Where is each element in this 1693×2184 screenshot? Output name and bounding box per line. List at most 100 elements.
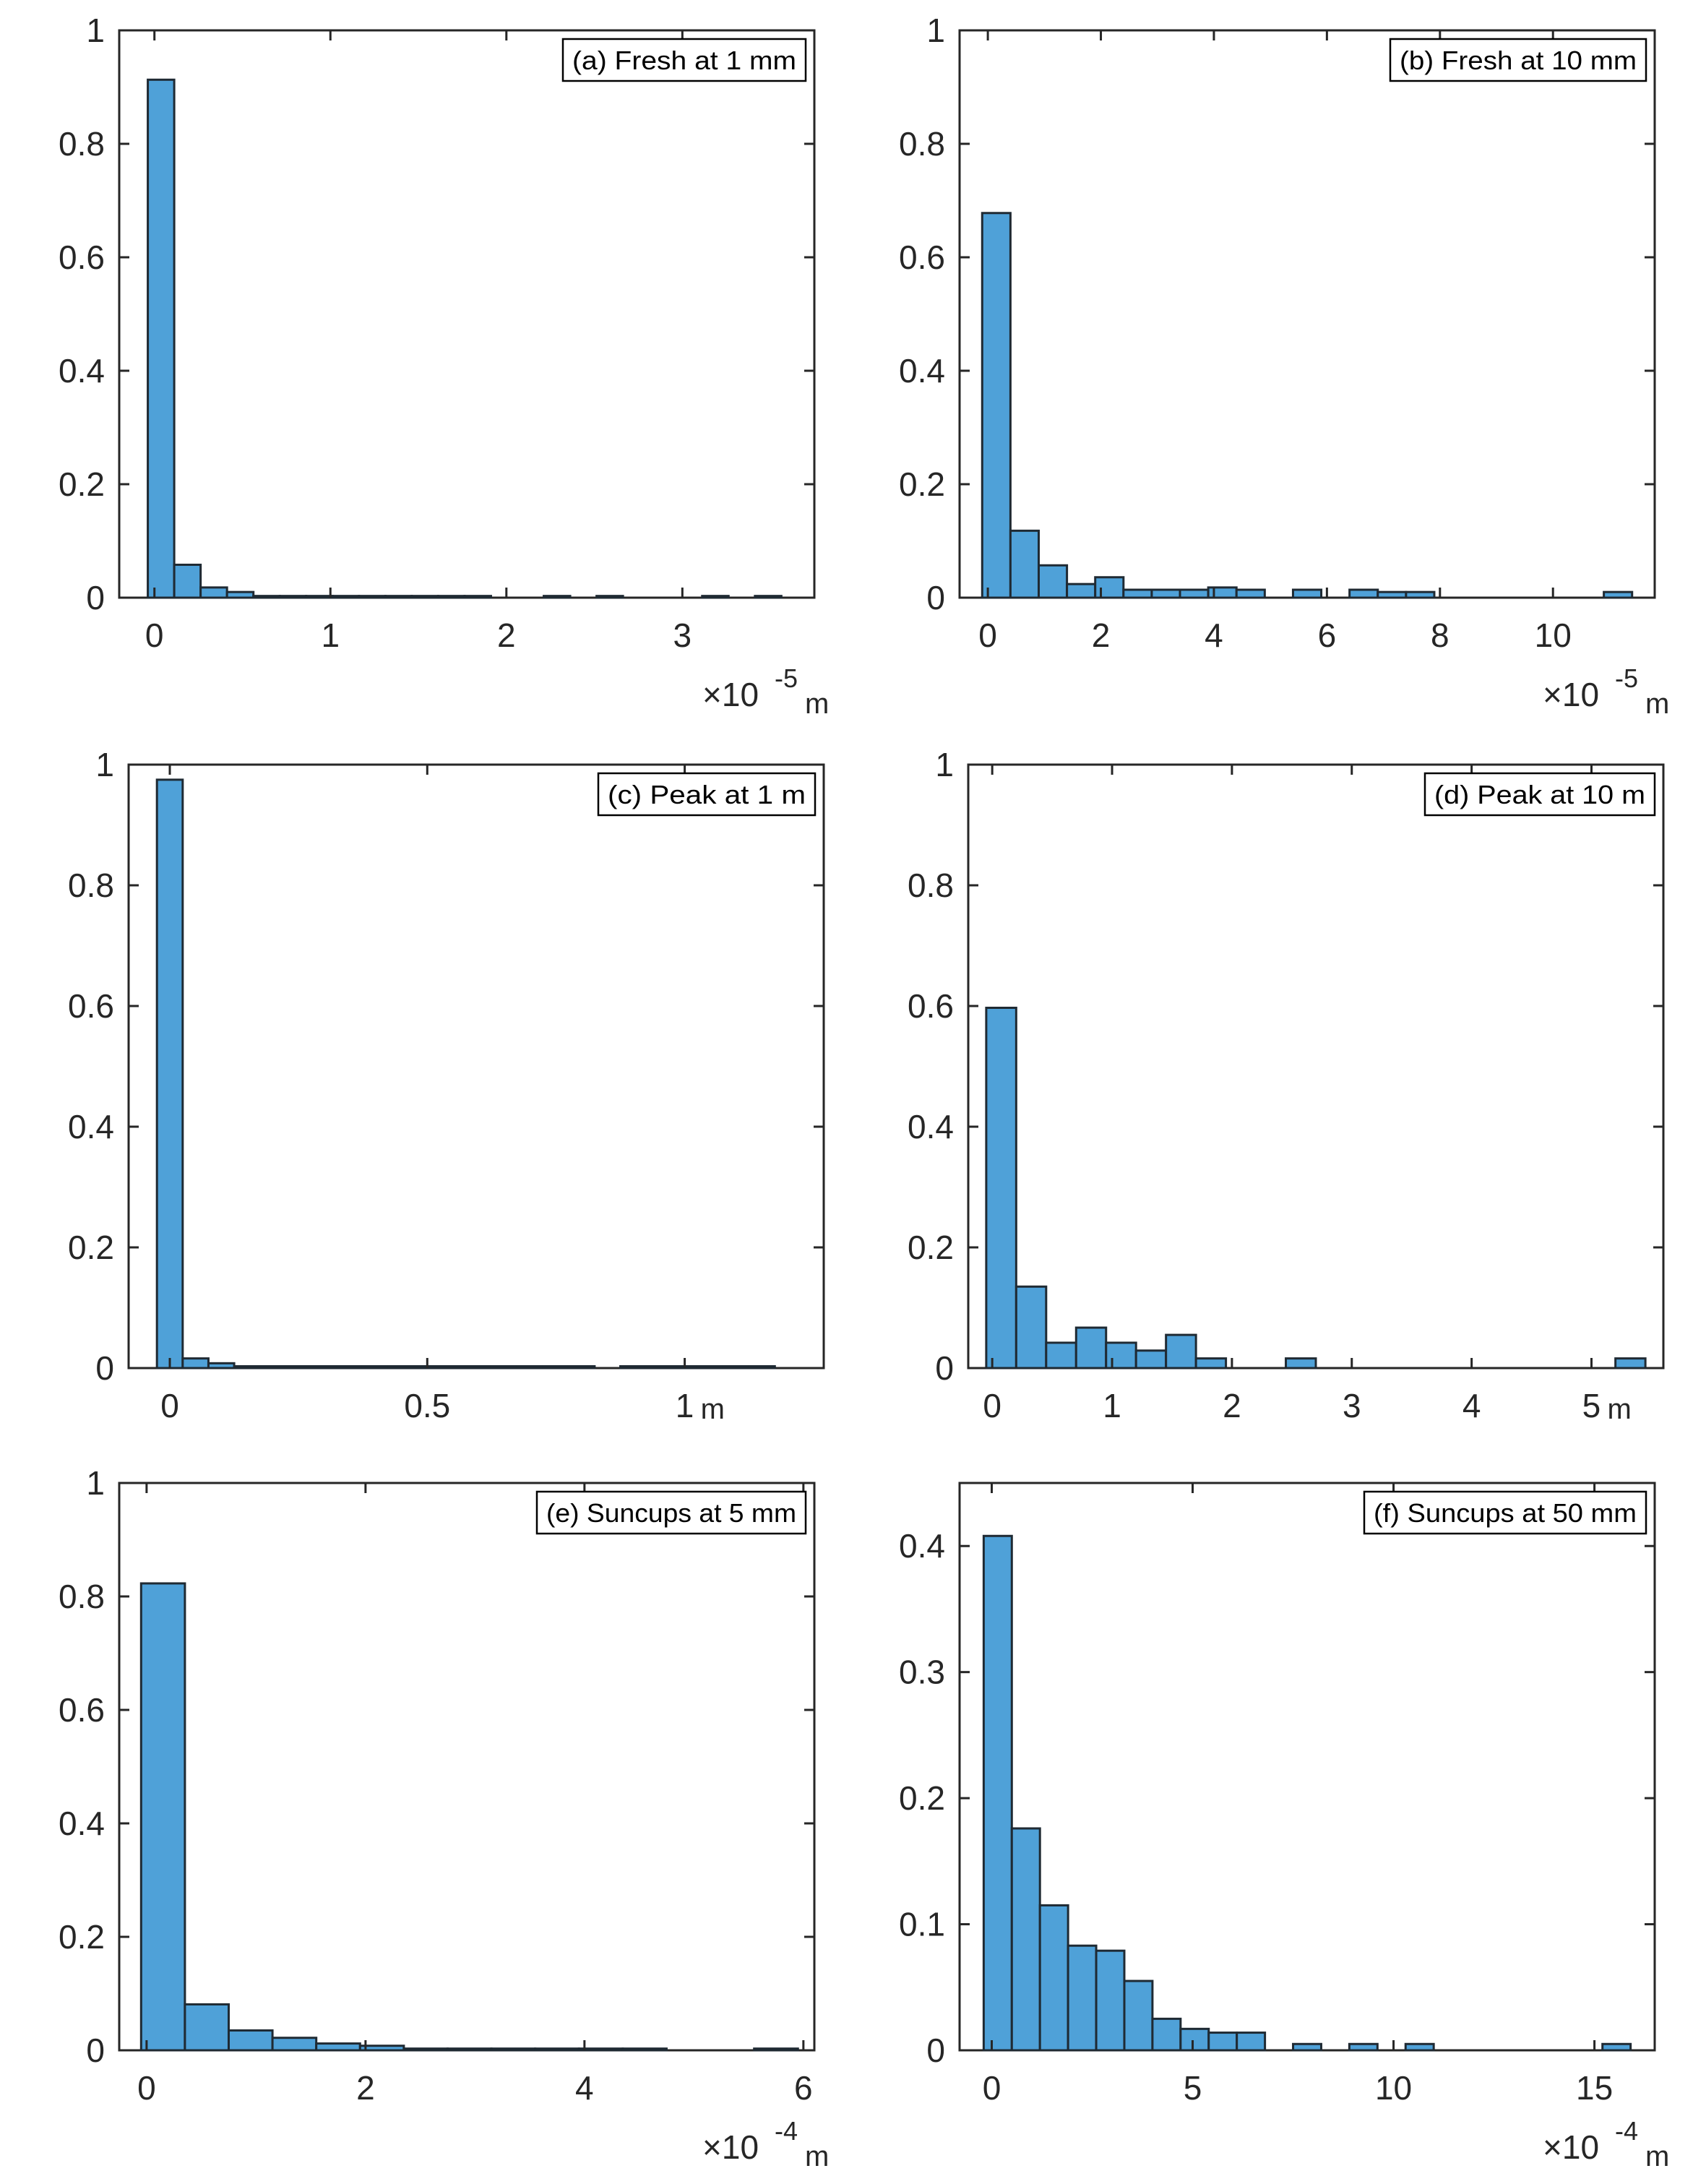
- x-tick-label: 5: [1582, 1387, 1601, 1424]
- y-tick-label: 0.3: [899, 1654, 945, 1691]
- histogram-bar: [1601, 2042, 1632, 2052]
- x-tick-label: 6: [794, 2069, 813, 2107]
- histogram-bar: [336, 1364, 364, 1370]
- histogram-bar: [981, 212, 1012, 599]
- y-tick-label: 0.8: [899, 125, 945, 163]
- x-tick-label: 0: [983, 1387, 1001, 1424]
- histogram-bar: [139, 1582, 186, 2052]
- panel-a: 0 0.2 0.4 0.6 0.8 1 0 1 2 3 ×10 -5m (a) Fresh at 1 m…: [59, 12, 829, 720]
- panel-c: 00.20.40.60.810 0.5 1 m(c) Peak at 1 m: [68, 746, 825, 1425]
- y-tick-label: 1: [86, 1464, 105, 1502]
- histogram-bar: [446, 2047, 493, 2052]
- histogram-bar: [621, 2047, 668, 2052]
- panel-b: 00.20.40.60.810 2 4 6 8 10×10 -5m(b) Fresh at …: [899, 12, 1669, 720]
- histogram-bar: [645, 1364, 673, 1370]
- y-tick-label: 1: [935, 746, 954, 783]
- y-tick-label: 0.2: [68, 1229, 114, 1266]
- x-tick-label: 5: [1184, 2069, 1202, 2107]
- x-tick-label: 4: [1462, 1387, 1481, 1424]
- histogram-bar: [305, 595, 334, 599]
- y-tick-label: 0.2: [59, 1918, 105, 1956]
- y-tick-label: 0.4: [59, 1805, 105, 1842]
- y-tick-label: 0: [935, 1349, 954, 1387]
- histogram-bar: [358, 595, 387, 599]
- y-tick-label: 0.6: [68, 987, 114, 1025]
- histogram-bar: [1285, 1357, 1317, 1370]
- histogram-bar: [1207, 586, 1238, 599]
- histogram-bar: [358, 2045, 405, 2052]
- histogram-bar: [184, 2003, 230, 2052]
- histogram-bar: [227, 2029, 274, 2052]
- histogram-bar: [259, 1364, 287, 1370]
- x-tick-label: 10: [1535, 616, 1572, 654]
- y-tick-label: 0: [95, 1349, 114, 1387]
- legend-label: (a) Fresh at 1 mm: [572, 46, 796, 75]
- x-tick-label: 2: [1223, 1387, 1241, 1424]
- y-tick-label: 0.2: [899, 1779, 945, 1817]
- x-tick-label: 15: [1576, 2069, 1613, 2107]
- histogram-bar: [748, 1364, 776, 1370]
- x-tick-label: 8: [1431, 616, 1449, 654]
- histogram-bar: [1134, 1349, 1168, 1370]
- x-exponent-unit: m: [805, 688, 829, 720]
- y-tick-label: 0.4: [908, 1108, 954, 1145]
- y-tick-label: 0.6: [59, 1691, 105, 1729]
- x-tick-label: 3: [1343, 1387, 1361, 1424]
- histogram-bar: [384, 595, 413, 599]
- histogram-bar: [1074, 1326, 1108, 1370]
- axes-box: [967, 763, 1665, 1370]
- histogram-bar: [1165, 1333, 1197, 1370]
- histogram-bar: [1123, 1979, 1154, 2052]
- histogram-bar: [1095, 1949, 1126, 2052]
- histogram-bar: [542, 1364, 570, 1370]
- histogram-bar: [577, 2047, 624, 2052]
- x-tick-label: 0: [137, 2069, 156, 2107]
- x-tick-label: 10: [1375, 2069, 1412, 2107]
- x-tick-label: 2: [497, 616, 516, 654]
- histogram-bar: [387, 1364, 415, 1370]
- histogram-bar: [1066, 582, 1097, 599]
- y-tick-label: 0.2: [899, 465, 945, 503]
- histogram-bar: [1614, 1357, 1647, 1370]
- histogram-bar: [567, 1364, 596, 1370]
- y-tick-label: 0.1: [899, 1906, 945, 1943]
- histogram-bar: [1179, 2027, 1210, 2052]
- x-tick-label: 3: [673, 616, 692, 654]
- x-tick-label: 0: [978, 616, 997, 654]
- x-unit-label: m: [1607, 1393, 1631, 1425]
- histogram-bar: [402, 2047, 449, 2052]
- histogram-bar: [619, 1364, 647, 1370]
- y-tick-label: 0.6: [899, 238, 945, 276]
- histogram-bar: [147, 78, 176, 599]
- y-tick-label: 0: [926, 2032, 945, 2069]
- histogram-bar: [233, 1364, 262, 1370]
- y-tick-label: 1: [95, 746, 114, 783]
- y-tick-label: 0: [86, 2032, 105, 2069]
- y-tick-label: 0.8: [68, 867, 114, 904]
- histogram-bar: [534, 2047, 580, 2052]
- histogram-bar: [754, 595, 783, 599]
- histogram-bar: [1603, 590, 1634, 599]
- histogram-bar: [436, 595, 466, 599]
- x-tick-label: 1: [321, 616, 340, 654]
- x-unit-label: m: [701, 1393, 725, 1425]
- histogram-bar: [753, 2047, 799, 2052]
- histogram-bar: [985, 1007, 1017, 1370]
- axes-box: [118, 29, 816, 599]
- histogram-bar: [310, 1364, 339, 1370]
- x-exponent-unit: m: [1645, 2141, 1669, 2172]
- histogram-bar: [1404, 2042, 1435, 2052]
- histogram-bar: [284, 1364, 313, 1370]
- y-tick-label: 0.2: [59, 465, 105, 503]
- histogram-bar: [1038, 1904, 1069, 2052]
- histogram-bar: [278, 595, 308, 599]
- histogram-bar: [1122, 588, 1153, 599]
- x-tick-label: 0: [160, 1387, 179, 1424]
- histogram-bar: [1105, 1341, 1137, 1370]
- histogram-bar: [1377, 590, 1408, 599]
- histogram-bar: [439, 1364, 468, 1370]
- y-tick-label: 0.2: [908, 1229, 954, 1266]
- histogram-bar: [1009, 529, 1040, 599]
- x-exponent-prefix: ×10: [702, 676, 759, 713]
